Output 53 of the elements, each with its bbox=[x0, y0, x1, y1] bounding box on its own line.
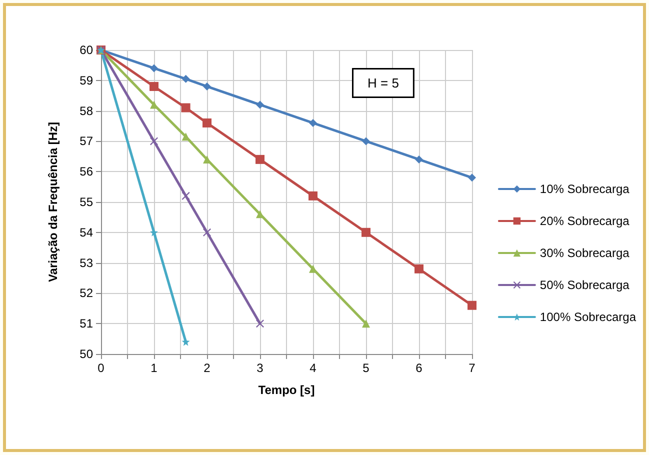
y-tick-label: 54 bbox=[80, 225, 94, 240]
point bbox=[203, 155, 211, 164]
point bbox=[415, 155, 423, 164]
point bbox=[256, 154, 264, 164]
legend-label: 50% Sobrecarga bbox=[540, 278, 630, 292]
point bbox=[182, 338, 190, 346]
point bbox=[150, 82, 158, 91]
point bbox=[150, 100, 158, 109]
x-tick-label: 2 bbox=[204, 361, 211, 375]
y-tick-label: 58 bbox=[80, 104, 94, 118]
annotation: H = 5 bbox=[368, 76, 399, 90]
point bbox=[150, 64, 158, 72]
point bbox=[203, 82, 211, 90]
x-tick-label: 5 bbox=[362, 361, 370, 375]
x-tick-label: 0 bbox=[98, 361, 105, 375]
y-tick-label: 52 bbox=[80, 286, 94, 300]
point bbox=[182, 192, 190, 200]
x-tick-label: 6 bbox=[416, 361, 423, 375]
x-tick-label: 1 bbox=[150, 361, 158, 375]
legend-label: 10% Sobrecarga bbox=[540, 182, 630, 196]
point bbox=[468, 300, 476, 310]
y-axis-title: Variação da Frequência [Hz] bbox=[46, 122, 60, 282]
y-tick-label: 55 bbox=[80, 195, 94, 209]
point bbox=[150, 228, 158, 236]
y-tick-label: 59 bbox=[80, 73, 94, 88]
point bbox=[256, 100, 264, 109]
y-tick-label: 60 bbox=[80, 43, 94, 57]
point bbox=[468, 174, 476, 182]
point bbox=[181, 103, 190, 112]
legend-label: 20% Sobrecarga bbox=[540, 214, 630, 228]
point bbox=[182, 74, 190, 83]
x-tick-label: 4 bbox=[310, 361, 317, 375]
point bbox=[203, 228, 211, 236]
point bbox=[256, 210, 264, 218]
legend-label: 100% Sobrecarga bbox=[540, 310, 636, 324]
point bbox=[308, 191, 318, 200]
point bbox=[414, 264, 424, 274]
x-axis-title: Tempo [s] bbox=[258, 383, 315, 397]
point bbox=[362, 137, 370, 146]
legend-label: 30% Sobrecarga bbox=[540, 246, 630, 260]
y-tick-label: 57 bbox=[80, 134, 94, 148]
x-tick-label: 7 bbox=[468, 361, 476, 375]
x-tick-label: 3 bbox=[256, 361, 264, 375]
y-tick-label: 50 bbox=[80, 347, 94, 361]
point bbox=[362, 228, 370, 237]
point bbox=[150, 137, 158, 146]
point bbox=[256, 320, 264, 328]
point bbox=[202, 118, 212, 128]
y-tick-label: 51 bbox=[80, 316, 94, 331]
y-tick-label: 56 bbox=[80, 164, 94, 179]
y-tick-label: 53 bbox=[80, 256, 94, 270]
point bbox=[309, 118, 317, 127]
point bbox=[362, 320, 370, 328]
